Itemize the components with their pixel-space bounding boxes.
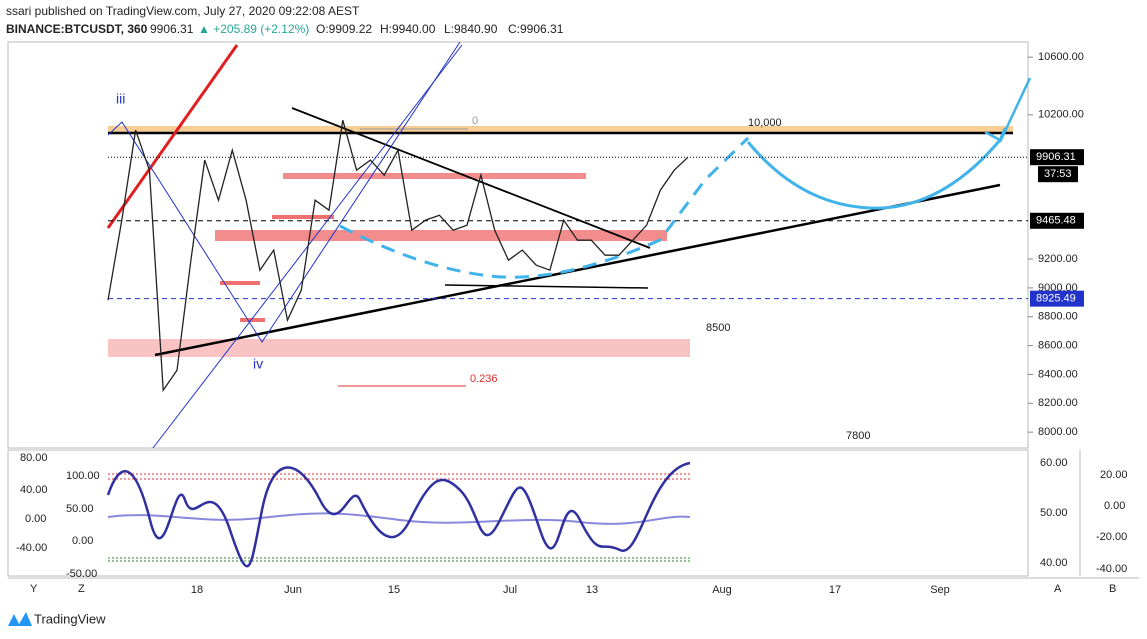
ind-label: 0.00 (72, 535, 93, 547)
x-tick-label: 15 (388, 584, 400, 596)
ind-label: 80.00 (20, 452, 48, 464)
annotation: 8500 (706, 322, 730, 334)
annotation: 0 (472, 115, 478, 127)
low: L:9840.90 (444, 22, 498, 36)
corner-btn[interactable]: A (1054, 583, 1062, 595)
y-tick-label: 8000.00 (1038, 426, 1078, 438)
ind-label: 20.00 (1100, 469, 1128, 481)
close: C:9906.31 (508, 22, 564, 36)
y-tick-label: 9200.00 (1038, 253, 1078, 265)
x-tick-label: 18 (191, 584, 203, 596)
indicator (106, 461, 691, 568)
ind-label: 0.00 (1104, 500, 1125, 512)
last: 9906.31 (150, 22, 194, 36)
y-tick-label: 10600.00 (1038, 51, 1084, 63)
x-tick-label: Aug (712, 584, 732, 596)
x-tick-label: Sep (930, 584, 950, 596)
y-tick-label: 8400.00 (1038, 368, 1078, 380)
ind-label: 60.00 (1040, 457, 1068, 469)
x-tick-label: Jul (503, 584, 517, 596)
x-tick-label: 13 (586, 584, 598, 596)
logo (8, 612, 32, 626)
publisher: ssari published on TradingView.com, July… (6, 4, 360, 18)
corner-btn[interactable]: B (1109, 583, 1116, 595)
price-line-series (107, 120, 689, 393)
annotation: 7800 (846, 430, 870, 442)
change: ▲ +205.89 (+2.12%) (198, 22, 309, 36)
annotation: 0.236 (470, 373, 498, 385)
y-tick-label: 8600.00 (1038, 340, 1078, 352)
ind-label: -40.00 (16, 542, 47, 554)
price-badge (1030, 212, 1084, 229)
price-badge-label: 9906.31 (1036, 151, 1076, 163)
ind-label: 50.00 (1040, 507, 1068, 519)
y-tick-label: 8800.00 (1038, 311, 1078, 323)
ind-label: 0.00 (25, 513, 46, 525)
annotation: iii (116, 91, 125, 107)
countdown-badge (1038, 166, 1078, 183)
annotation: 10,000 (748, 117, 782, 129)
price-badge (1030, 290, 1084, 307)
brand: TradingView (34, 611, 106, 626)
ind-label: 40.00 (1040, 557, 1068, 569)
y-tick-label: 10200.00 (1038, 109, 1084, 121)
ind-label: -40.00 (1096, 563, 1127, 575)
price-badge (1030, 149, 1084, 166)
price-badge-label: 8925.49 (1036, 293, 1076, 305)
corner-btn[interactable]: Z (78, 583, 85, 595)
ind-label: 100.00 (66, 470, 100, 482)
symbol: BINANCE:BTCUSDT, 360 (6, 22, 148, 36)
ind-label: 40.00 (20, 484, 48, 496)
y-tick-label: 8200.00 (1038, 397, 1078, 409)
ind-label: -20.00 (1096, 531, 1127, 543)
ind-label: -50.00 (66, 568, 97, 580)
x-tick-label: 17 (829, 584, 841, 596)
price-badge-label: 9465.48 (1036, 215, 1076, 227)
drawings (106, 41, 1032, 449)
countdown: 37:53 (1044, 168, 1072, 180)
frames (7, 41, 1139, 579)
ind-label: 50.00 (66, 503, 94, 515)
x-tick-label: Jun (284, 584, 302, 596)
high: H:9940.00 (380, 22, 436, 36)
open: O:9909.22 (316, 22, 372, 36)
annotation: iv (253, 356, 263, 372)
corner-btn[interactable]: Y (30, 583, 38, 595)
